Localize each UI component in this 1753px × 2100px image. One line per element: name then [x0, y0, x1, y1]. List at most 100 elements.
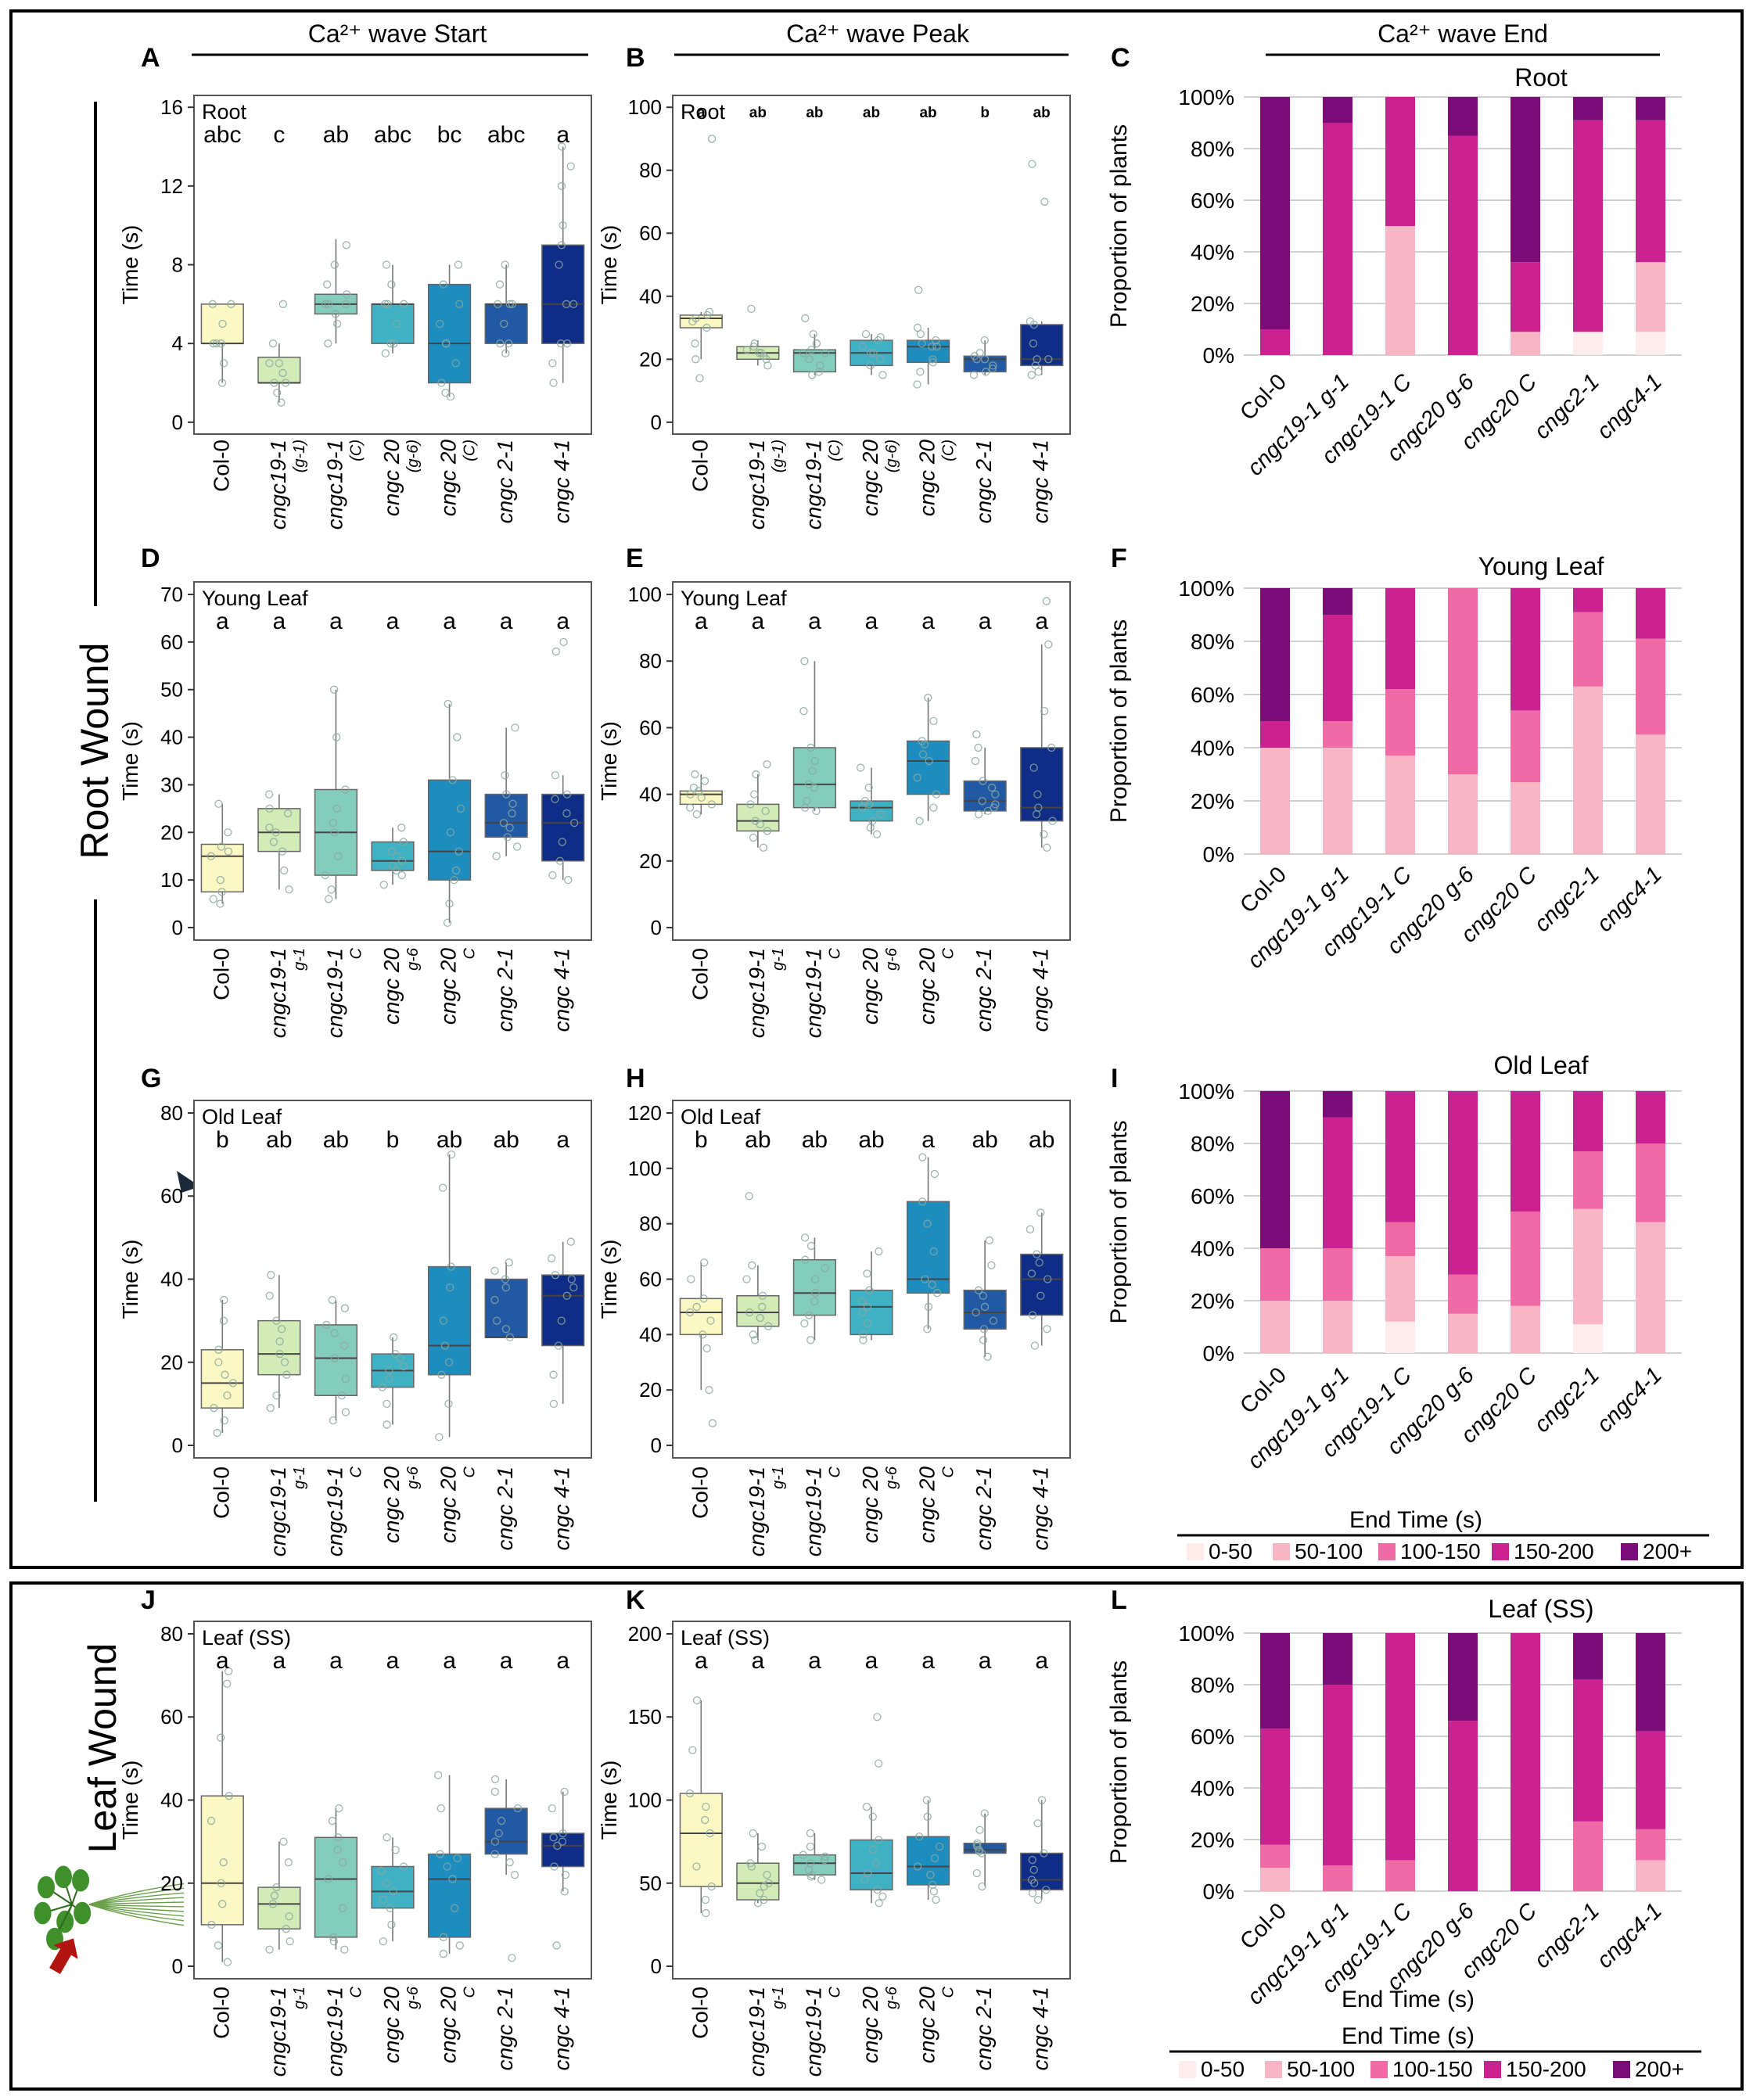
- x-tick-label-E: cngc 20: [915, 948, 939, 1025]
- data-point-D: [505, 824, 514, 832]
- data-point-E: [974, 743, 982, 752]
- x-tick-label-B: Col-0: [688, 440, 712, 492]
- plot-title-G: Old Leaf: [202, 1105, 282, 1129]
- data-point-A: [501, 349, 510, 357]
- data-point-K: [862, 1802, 871, 1811]
- sig-letter-D: a: [556, 608, 569, 634]
- data-point-A: [208, 300, 217, 308]
- x-tick-label-B: cngc 4-1: [1029, 440, 1053, 523]
- stack-segment-F: [1260, 748, 1290, 854]
- x-tick-label-H: cngc 20: [915, 1466, 939, 1543]
- data-point-K: [875, 1759, 883, 1768]
- data-point-A: [386, 339, 395, 348]
- box-K: [736, 1862, 780, 1901]
- data-point-B: [1029, 339, 1038, 348]
- x-tick-label-A: cngc19-1: [322, 440, 347, 529]
- data-point-G: [340, 1341, 349, 1350]
- stack-segment-C: [1511, 97, 1540, 263]
- data-point-J: [329, 1937, 339, 1946]
- stack-segment-C: [1511, 262, 1540, 332]
- stack-segment-L: [1260, 1844, 1290, 1868]
- stack-segment-F: [1385, 756, 1415, 854]
- legend-title-L-axis: End Time (s): [1342, 1987, 1475, 2012]
- data-point-E: [1040, 706, 1049, 716]
- y-axis-label-F: Proportion of plants: [1106, 619, 1132, 823]
- stack-segment-F: [1385, 689, 1415, 756]
- data-point-E: [697, 793, 706, 802]
- data-point-G: [223, 1391, 232, 1400]
- box-K: [679, 1793, 723, 1887]
- x-tick-sublabel-A: (g-1): [291, 440, 308, 472]
- x-tick-sublabel-K: g-1: [770, 1987, 787, 2009]
- sig-letter-A: abc: [374, 122, 411, 148]
- data-point-D: [448, 776, 457, 784]
- data-point-H: [972, 1308, 980, 1317]
- y-tick-label-A: 8: [172, 253, 183, 277]
- x-tick-label-B: cngc 20: [858, 440, 882, 516]
- y-tick-label-E: 20: [639, 849, 662, 873]
- stack-segment-I: [1385, 1256, 1415, 1322]
- x-tick-label-F: Col-0: [1235, 862, 1291, 918]
- plot-title-J: Leaf (SS): [202, 1626, 291, 1649]
- x-tick-sublabel-E: C: [940, 947, 957, 959]
- data-point-J: [560, 1887, 569, 1896]
- x-tick-sublabel-H: g-6: [883, 1466, 900, 1489]
- panel-letter-K: K: [626, 1585, 645, 1615]
- legend-label: 50-100: [1295, 1539, 1363, 1563]
- stack-segment-L: [1448, 1633, 1478, 1721]
- data-point-H: [687, 1275, 695, 1283]
- data-point-H: [983, 1352, 992, 1361]
- data-point-A: [321, 300, 330, 308]
- data-point-B: [812, 339, 821, 348]
- stack-segment-I: [1636, 1143, 1665, 1222]
- data-point-B: [913, 323, 922, 332]
- box-D: [200, 843, 244, 893]
- data-point-H: [918, 1197, 927, 1206]
- box-G: [427, 1265, 472, 1376]
- data-point-A: [555, 260, 563, 269]
- data-point-B: [707, 135, 717, 143]
- data-point-J: [490, 1775, 500, 1784]
- data-point-D: [570, 818, 579, 827]
- data-point-J: [285, 1912, 293, 1921]
- data-point-K: [701, 1895, 710, 1904]
- data-point-E: [932, 790, 941, 799]
- data-point-G: [547, 1254, 556, 1263]
- stack-segment-F: [1448, 588, 1478, 774]
- data-point-D: [280, 866, 289, 875]
- stack-segment-C: [1323, 123, 1352, 355]
- data-point-E: [987, 783, 997, 792]
- stack-chart-F: Young Leaf 0% 20% 40% 60% 80% 100% Proportion o…: [1106, 552, 1682, 974]
- y-tick-label-I: 0%: [1203, 1341, 1234, 1366]
- box-G: [541, 1274, 585, 1347]
- box-B: [963, 355, 1007, 373]
- data-point-J: [443, 1862, 451, 1871]
- data-point-D: [264, 790, 274, 799]
- data-point-H: [800, 1319, 809, 1328]
- stack-segment-C: [1636, 120, 1665, 263]
- data-point-K: [799, 1851, 807, 1859]
- data-point-D: [224, 828, 232, 837]
- data-point-J: [217, 1733, 225, 1742]
- data-point-H: [742, 1275, 751, 1283]
- data-point-D: [502, 790, 511, 799]
- data-point-E: [858, 803, 867, 812]
- data-point-J: [439, 1949, 448, 1958]
- data-point-A: [556, 339, 566, 348]
- stack-segment-F: [1323, 588, 1352, 615]
- data-point-G: [501, 1275, 510, 1283]
- data-point-G: [341, 1374, 350, 1384]
- data-point-E: [799, 706, 808, 716]
- data-point-E: [763, 760, 771, 769]
- data-point-H: [758, 1302, 767, 1312]
- data-point-D: [558, 838, 566, 846]
- data-point-A: [218, 319, 227, 328]
- plot-title-K: Leaf (SS): [681, 1626, 770, 1649]
- y-tick-label-H: 40: [639, 1323, 662, 1346]
- sig-letter-G: b: [386, 1127, 400, 1153]
- data-point-J: [386, 1904, 394, 1912]
- data-point-J: [272, 1883, 281, 1892]
- data-point-K: [688, 1746, 697, 1754]
